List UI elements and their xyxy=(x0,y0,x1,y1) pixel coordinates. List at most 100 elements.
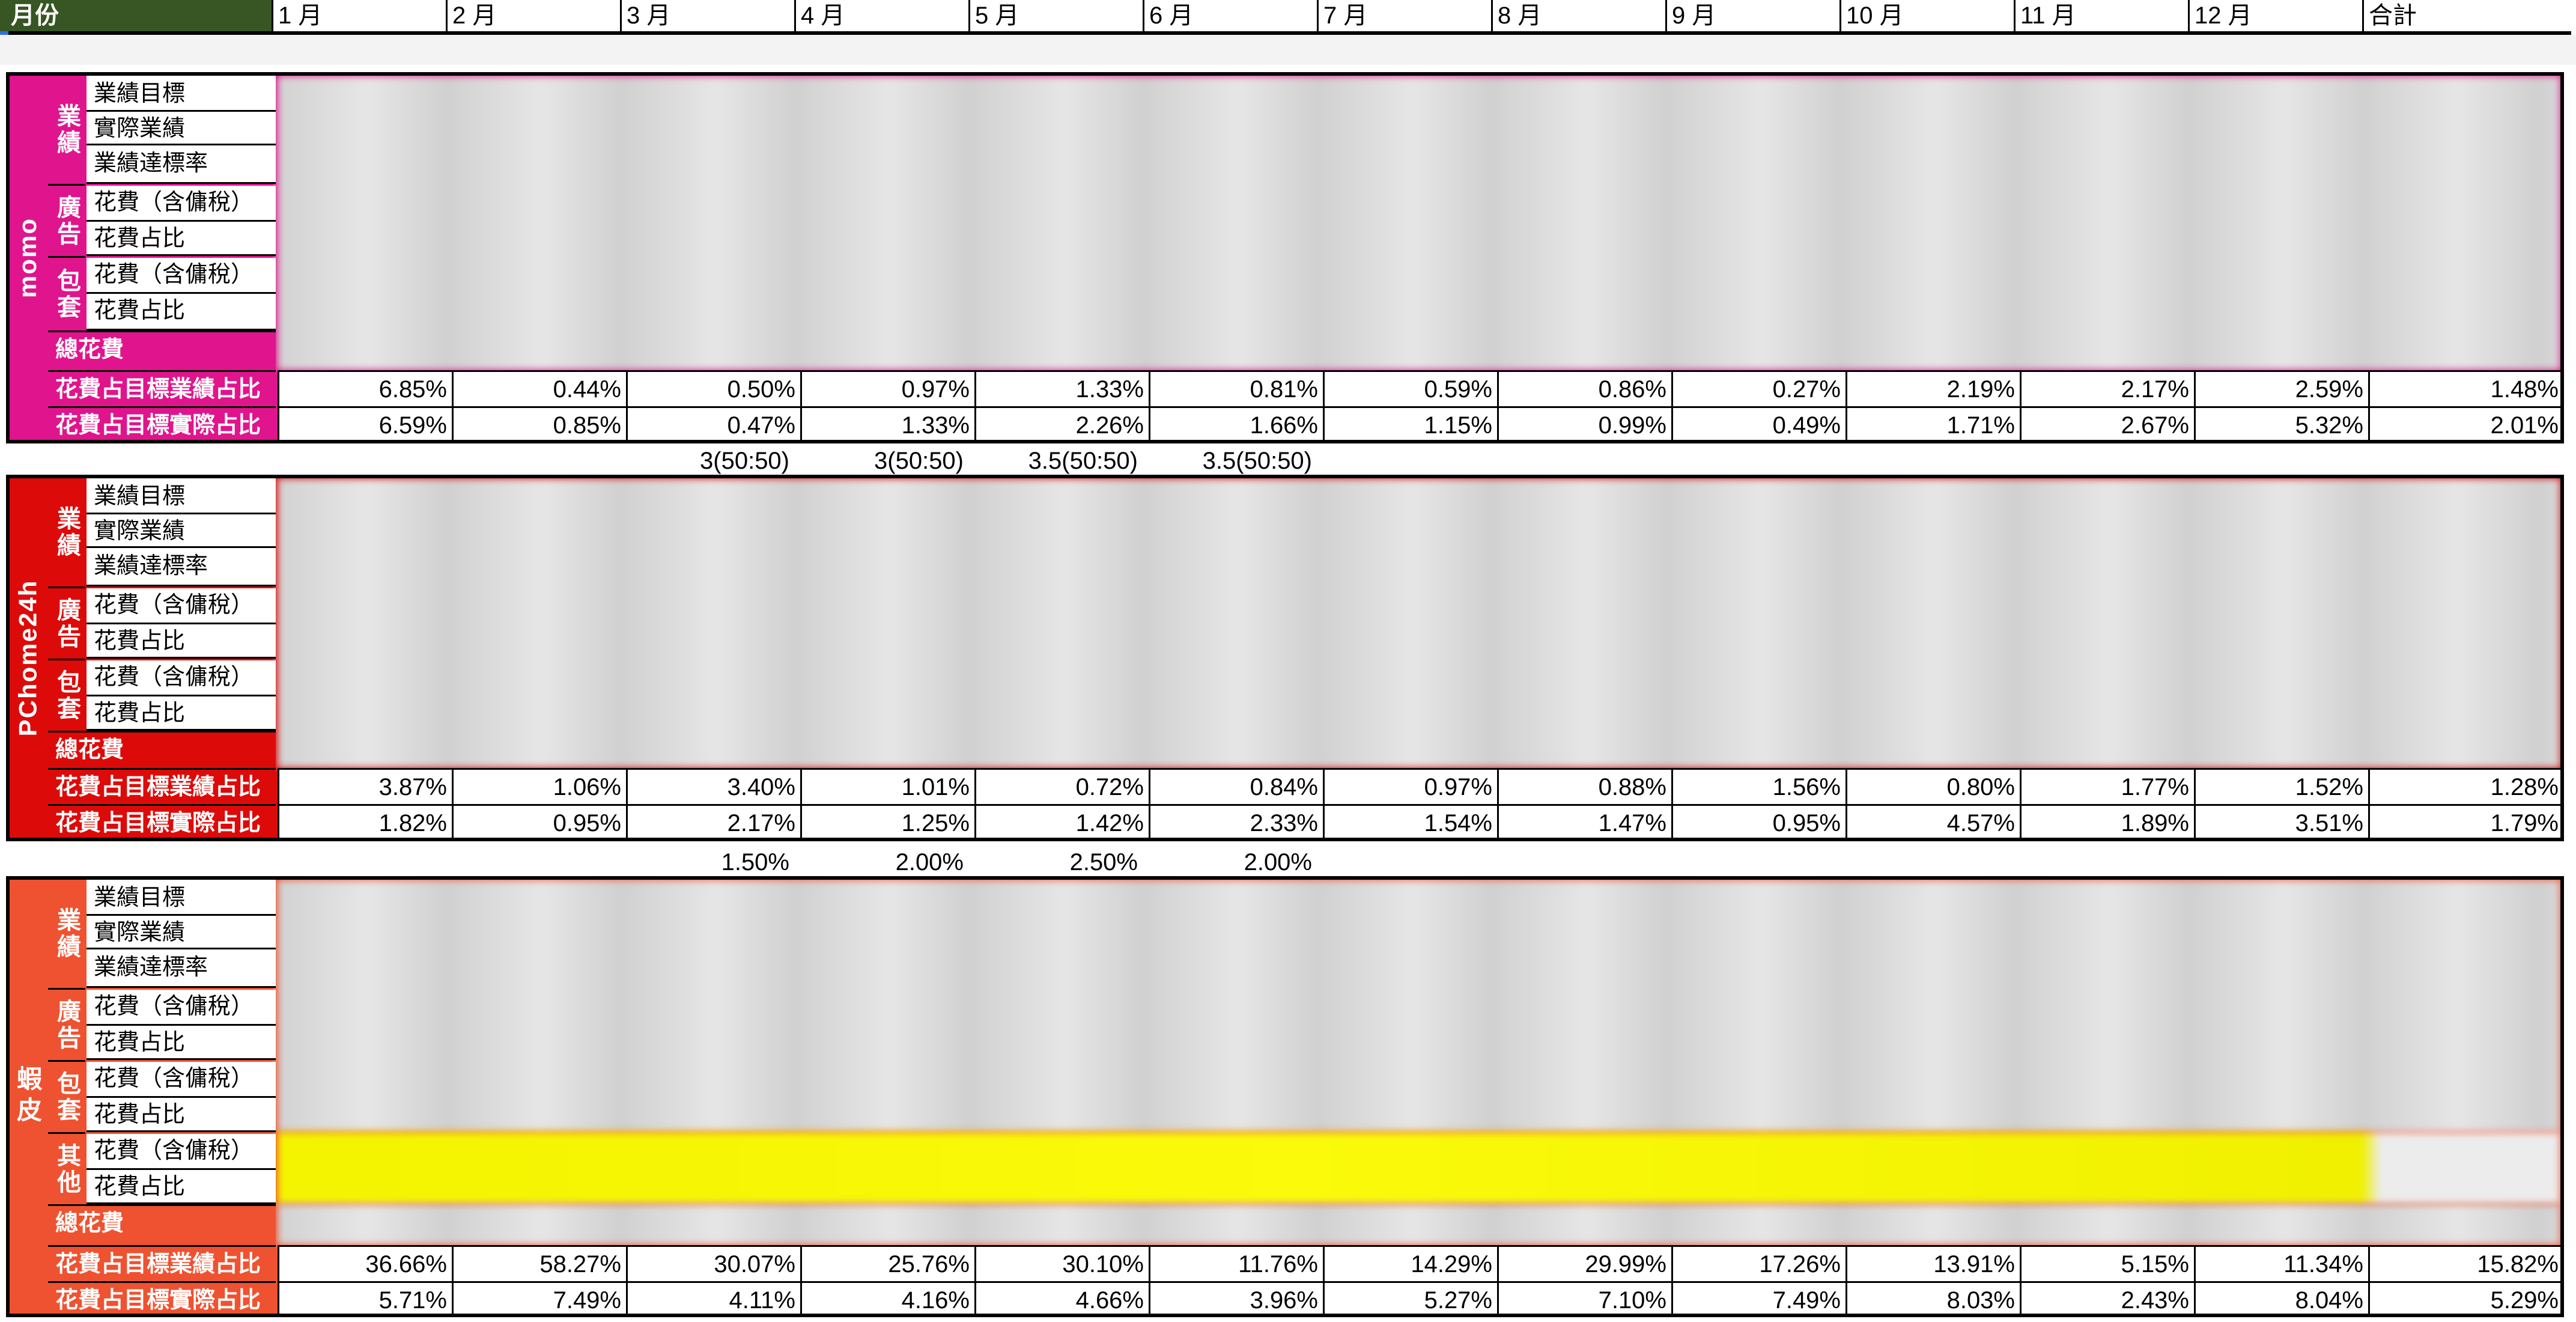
value-cell[interactable]: 0.97% xyxy=(800,372,974,406)
header-month-3[interactable]: 3 月 xyxy=(620,0,794,31)
row-label-ratio-actual[interactable]: 花費占目標實際占比 xyxy=(48,1281,276,1314)
value-cell[interactable]: 1.47% xyxy=(1497,806,1671,838)
value-cell[interactable]: 14.29% xyxy=(1323,1247,1497,1281)
row-label-ad-ratio[interactable]: 花費占比 xyxy=(87,222,276,256)
note-cell[interactable]: 3(50:50) xyxy=(700,448,789,474)
value-cell[interactable]: 1.82% xyxy=(278,806,452,838)
note-cell[interactable]: 1.50% xyxy=(721,849,789,876)
row-label-other-cost[interactable]: 花費（含傭稅） xyxy=(87,1134,276,1170)
row-label-pkg-ratio[interactable]: 花費占比 xyxy=(87,696,276,731)
row-label-actual[interactable]: 實際業績 xyxy=(87,916,276,949)
header-month-label[interactable]: 月份 xyxy=(0,0,272,31)
value-cell[interactable]: 0.80% xyxy=(1845,770,2020,804)
value-cell[interactable]: 2.59% xyxy=(2194,372,2368,406)
header-total[interactable]: 合計 xyxy=(2362,0,2571,31)
value-cell[interactable]: 1.66% xyxy=(1149,408,1323,440)
row-label-ratio-target[interactable]: 花費占目標業績占比 xyxy=(48,370,276,406)
row-label-ratio-actual[interactable]: 花費占目標實際占比 xyxy=(48,406,276,440)
value-cell[interactable]: 5.15% xyxy=(2020,1247,2194,1281)
value-cell[interactable]: 11.34% xyxy=(2194,1247,2368,1281)
row-label-ad-cost[interactable]: 花費（含傭稅） xyxy=(87,186,276,222)
row-label-ratio-actual[interactable]: 花費占目標實際占比 xyxy=(48,804,276,838)
header-month-9[interactable]: 9 月 xyxy=(1665,0,1839,31)
row-label-pkg-ratio[interactable]: 花費占比 xyxy=(87,294,276,330)
value-cell[interactable]: 0.85% xyxy=(452,408,626,440)
row-label-rate[interactable]: 業績達標率 xyxy=(87,548,276,586)
value-cell[interactable]: 1.89% xyxy=(2020,806,2194,838)
value-cell[interactable]: 2.17% xyxy=(626,806,800,838)
value-cell[interactable]: 0.97% xyxy=(1323,770,1497,804)
value-cell-total[interactable]: 2.01% xyxy=(2368,408,2560,440)
row-label-ad-cost[interactable]: 花費（含傭稅） xyxy=(87,990,276,1026)
value-cell[interactable]: 0.72% xyxy=(974,770,1149,804)
value-cell[interactable]: 0.95% xyxy=(1671,806,1845,838)
row-label-total-cost[interactable]: 總花費 xyxy=(48,330,276,370)
value-cell[interactable]: 0.81% xyxy=(1149,372,1323,406)
value-cell[interactable]: 0.88% xyxy=(1497,770,1671,804)
row-label-pkg-cost[interactable]: 花費（含傭稅） xyxy=(87,1062,276,1098)
value-cell[interactable]: 29.99% xyxy=(1497,1247,1671,1281)
value-cell[interactable]: 1.71% xyxy=(1845,408,2020,440)
value-cell[interactable]: 30.10% xyxy=(974,1247,1149,1281)
value-cell[interactable]: 0.47% xyxy=(626,408,800,440)
value-cell[interactable]: 11.76% xyxy=(1149,1247,1323,1281)
value-cell[interactable]: 1.33% xyxy=(974,372,1149,406)
value-cell[interactable]: 0.44% xyxy=(452,372,626,406)
row-label-target[interactable]: 業績目標 xyxy=(87,478,276,514)
value-cell[interactable]: 0.59% xyxy=(1323,372,1497,406)
header-month-7[interactable]: 7 月 xyxy=(1317,0,1491,31)
row-label-pkg-ratio[interactable]: 花費占比 xyxy=(87,1098,276,1132)
value-cell[interactable]: 0.95% xyxy=(452,806,626,838)
value-cell[interactable]: 13.91% xyxy=(1845,1247,2020,1281)
value-cell[interactable]: 0.49% xyxy=(1671,408,1845,440)
value-cell[interactable]: 2.67% xyxy=(2020,408,2194,440)
value-cell[interactable]: 58.27% xyxy=(452,1247,626,1281)
row-label-ad-ratio[interactable]: 花費占比 xyxy=(87,1026,276,1060)
value-cell-total[interactable]: 1.48% xyxy=(2368,372,2560,406)
value-cell[interactable]: 2.26% xyxy=(974,408,1149,440)
value-cell[interactable]: 4.11% xyxy=(626,1283,800,1314)
value-cell[interactable]: 1.52% xyxy=(2194,770,2368,804)
value-cell[interactable]: 5.27% xyxy=(1323,1283,1497,1314)
value-cell[interactable]: 36.66% xyxy=(278,1247,452,1281)
value-cell[interactable]: 6.59% xyxy=(278,408,452,440)
value-cell-total[interactable]: 1.79% xyxy=(2368,806,2560,838)
value-cell[interactable]: 3.51% xyxy=(2194,806,2368,838)
note-cell[interactable]: 3.5(50:50) xyxy=(1202,448,1312,474)
header-month-8[interactable]: 8 月 xyxy=(1491,0,1665,31)
row-label-other-ratio[interactable]: 花費占比 xyxy=(87,1170,276,1204)
value-cell[interactable]: 1.06% xyxy=(452,770,626,804)
value-cell[interactable]: 4.57% xyxy=(1845,806,2020,838)
cell-selection-handle[interactable] xyxy=(0,31,8,37)
value-cell[interactable]: 3.87% xyxy=(278,770,452,804)
row-label-rate[interactable]: 業績達標率 xyxy=(87,145,276,184)
note-cell[interactable]: 2.00% xyxy=(895,849,964,876)
value-cell[interactable]: 7.49% xyxy=(1671,1283,1845,1314)
value-cell[interactable]: 1.25% xyxy=(800,806,974,838)
header-month-2[interactable]: 2 月 xyxy=(446,0,620,31)
value-cell[interactable]: 17.26% xyxy=(1671,1247,1845,1281)
value-cell[interactable]: 0.86% xyxy=(1497,372,1671,406)
value-cell[interactable]: 0.27% xyxy=(1671,372,1845,406)
value-cell[interactable]: 4.66% xyxy=(974,1283,1149,1314)
value-cell[interactable]: 4.16% xyxy=(800,1283,974,1314)
value-cell-total[interactable]: 1.28% xyxy=(2368,770,2560,804)
value-cell[interactable]: 1.77% xyxy=(2020,770,2194,804)
value-cell[interactable]: 5.32% xyxy=(2194,408,2368,440)
row-label-pkg-cost[interactable]: 花費（含傭稅） xyxy=(87,660,276,696)
value-cell[interactable]: 2.33% xyxy=(1149,806,1323,838)
value-cell[interactable]: 0.84% xyxy=(1149,770,1323,804)
value-cell[interactable]: 8.03% xyxy=(1845,1283,2020,1314)
row-label-target[interactable]: 業績目標 xyxy=(87,76,276,112)
value-cell[interactable]: 2.17% xyxy=(2020,372,2194,406)
row-label-ratio-target[interactable]: 花費占目標業績占比 xyxy=(48,1245,276,1281)
value-cell[interactable]: 2.19% xyxy=(1845,372,2020,406)
value-cell[interactable]: 0.99% xyxy=(1497,408,1671,440)
row-label-ad-ratio[interactable]: 花費占比 xyxy=(87,624,276,659)
row-label-pkg-cost[interactable]: 花費（含傭稅） xyxy=(87,258,276,294)
row-label-actual[interactable]: 實際業績 xyxy=(87,112,276,145)
row-label-total-cost[interactable]: 總花費 xyxy=(48,731,276,768)
note-cell[interactable]: 2.00% xyxy=(1244,849,1312,876)
value-cell[interactable]: 2.43% xyxy=(2020,1283,2194,1314)
value-cell[interactable]: 1.01% xyxy=(800,770,974,804)
